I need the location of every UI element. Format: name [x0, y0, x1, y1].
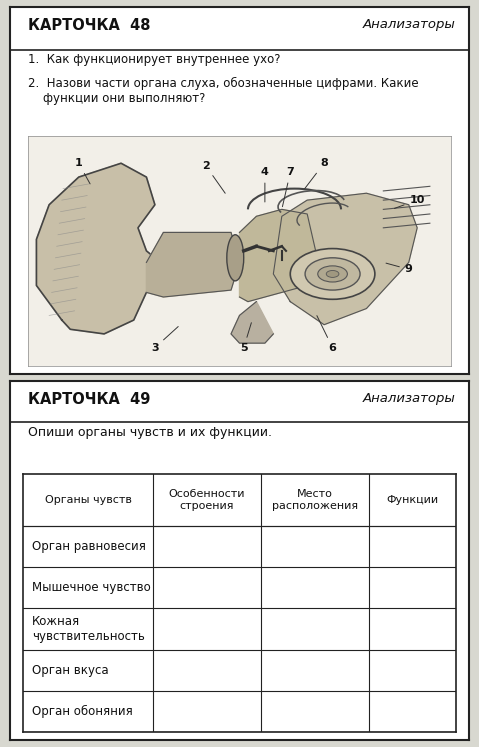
- Text: Опиши органы чувств и их функции.: Опиши органы чувств и их функции.: [28, 426, 272, 438]
- Text: 2.  Назови части органа слуха, обозначенные цифрами. Какие
    функции они выпол: 2. Назови части органа слуха, обозначенн…: [28, 77, 419, 105]
- Text: КАРТОЧКА  48: КАРТОЧКА 48: [28, 19, 150, 34]
- Text: КАРТОЧКА  49: КАРТОЧКА 49: [28, 391, 150, 406]
- Text: Анализаторы: Анализаторы: [363, 391, 456, 405]
- Text: 1.  Как функционирует внутреннее ухо?: 1. Как функционирует внутреннее ухо?: [28, 53, 281, 66]
- Text: Анализаторы: Анализаторы: [363, 19, 456, 31]
